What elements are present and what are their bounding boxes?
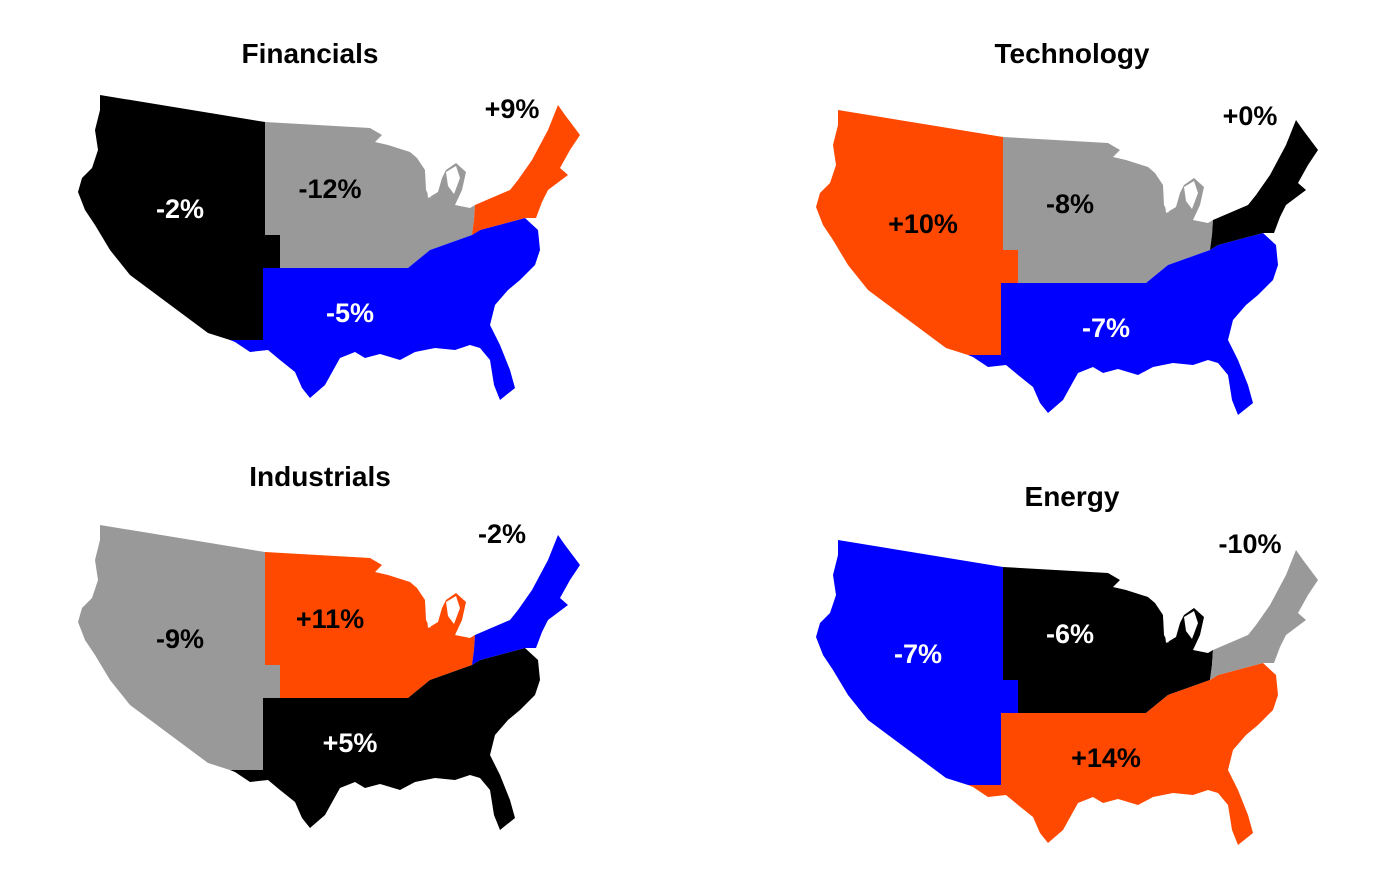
map-title: Technology [994,38,1150,69]
map-title: Financials [241,38,379,69]
map-panel-energy: Energy [700,441,1400,882]
map-panel-financials: Financials [0,0,700,441]
map-panel-industrials: Industrials [0,441,700,882]
map-title: Energy [1024,481,1120,512]
map-title: Industrials [249,461,391,492]
map-panel-technology: Technology [700,0,1400,441]
